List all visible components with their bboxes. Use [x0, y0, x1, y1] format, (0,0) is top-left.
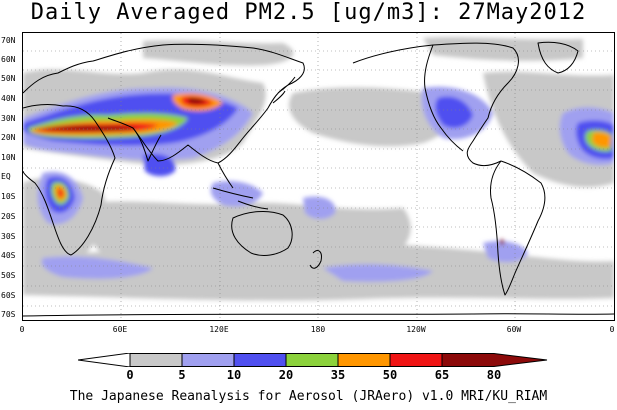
- colorbar-label: 35: [330, 368, 346, 382]
- map-title: Daily Averaged PM2.5 [ug/m3]: 27May2012: [30, 0, 587, 25]
- colorbar-label: 50: [382, 368, 398, 382]
- lat-label: 30S: [1, 232, 16, 241]
- lat-label: 10S: [1, 192, 16, 201]
- lat-label: 30N: [1, 114, 16, 123]
- colorbar-bin: [233, 353, 287, 367]
- lat-label: 40N: [1, 94, 16, 103]
- lon-label: 0: [609, 325, 615, 334]
- colorbar-bin: [285, 353, 339, 367]
- colorbar: [78, 353, 548, 367]
- colorbar-label: 65: [434, 368, 450, 382]
- colorbar-label: 5: [178, 368, 186, 382]
- colorbar-bin: [78, 353, 131, 367]
- colorbar-label: 80: [486, 368, 502, 382]
- lat-label: 70S: [1, 310, 16, 319]
- lon-label: 120E: [209, 325, 229, 334]
- lat-label: 40S: [1, 251, 16, 260]
- lat-label: 10N: [1, 153, 16, 162]
- colorbar-bin: [389, 353, 443, 367]
- colorbar-bin: [181, 353, 235, 367]
- pm25-field: [23, 37, 614, 301]
- colorbar-label: 0: [126, 368, 134, 382]
- colorbar-bin: [129, 353, 183, 367]
- lat-label: 20N: [1, 133, 16, 142]
- lon-label: 60E: [112, 325, 128, 334]
- lat-label: 60N: [1, 55, 16, 64]
- lon-label: 60W: [506, 325, 522, 334]
- colorbar-bin: [441, 353, 548, 367]
- lat-label: EQ: [1, 172, 11, 181]
- coastlines: [23, 41, 614, 317]
- lon-label: 120W: [406, 325, 426, 334]
- lat-label: 50N: [1, 74, 16, 83]
- lon-label: 0: [19, 325, 25, 334]
- lat-label: 20S: [1, 212, 16, 221]
- lon-label: 180: [310, 325, 326, 334]
- colorbar-label: 10: [226, 368, 242, 382]
- footer-credit: The Japanese Reanalysis for Aerosol (JRA…: [69, 389, 548, 404]
- lat-label: 60S: [1, 291, 16, 300]
- map-canvas: [23, 33, 614, 320]
- colorbar-bin: [337, 353, 391, 367]
- pm25-map[interactable]: [22, 32, 615, 321]
- lat-label: 70N: [1, 36, 16, 45]
- colorbar-label: 20: [278, 368, 294, 382]
- lat-label: 50S: [1, 271, 16, 280]
